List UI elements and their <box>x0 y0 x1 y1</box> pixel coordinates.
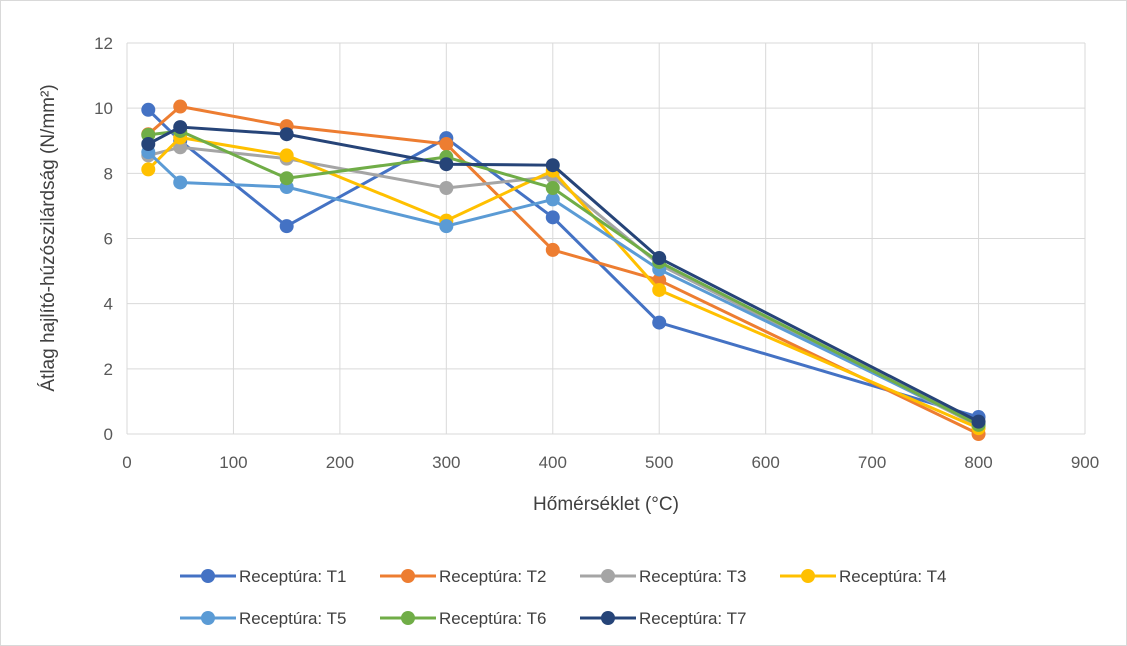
legend-marker <box>601 611 615 625</box>
legend-item: Receptúra: T2 <box>380 567 546 586</box>
data-point <box>279 148 294 163</box>
x-tick-label: 700 <box>858 453 886 472</box>
legend-label: Receptúra: T4 <box>839 567 946 586</box>
series-6 <box>141 123 986 432</box>
y-tick-label: 0 <box>104 425 113 444</box>
data-point <box>173 120 188 135</box>
data-point <box>545 242 560 257</box>
x-tick-label: 100 <box>219 453 247 472</box>
x-tick-label: 300 <box>432 453 460 472</box>
x-tick-label: 900 <box>1071 453 1099 472</box>
y-tick-label: 8 <box>104 164 113 183</box>
series-line <box>147 135 980 430</box>
legend-label: Receptúra: T6 <box>439 609 546 628</box>
data-point <box>545 210 560 225</box>
legend-label: Receptúra: T5 <box>239 609 346 628</box>
x-tick-label: 800 <box>964 453 992 472</box>
legend-label: Receptúra: T1 <box>239 567 346 586</box>
data-point <box>173 99 188 114</box>
legend-item: Receptúra: T7 <box>580 609 746 628</box>
data-point <box>141 162 156 177</box>
data-point <box>173 140 188 155</box>
gridlines <box>126 42 1086 435</box>
legend-marker <box>401 569 415 583</box>
data-point <box>141 137 156 152</box>
data-point <box>279 219 294 234</box>
data-point <box>141 102 156 117</box>
data-point <box>545 192 560 207</box>
y-tick-label: 4 <box>104 295 113 314</box>
data-point <box>439 219 454 234</box>
legend: Receptúra: T1 Receptúra: T2 Receptúra: T3 R… <box>180 567 946 628</box>
y-tick-labels: 0 2 4 6 8 10 12 <box>94 34 113 444</box>
data-point <box>279 127 294 142</box>
x-tick-label: 500 <box>645 453 673 472</box>
legend-item: Receptúra: T6 <box>380 609 546 628</box>
data-point <box>652 273 667 288</box>
legend-item: Receptúra: T5 <box>180 609 346 628</box>
x-tick-label: 400 <box>539 453 567 472</box>
legend-marker <box>601 569 615 583</box>
data-point <box>279 171 294 186</box>
data-point <box>439 180 454 195</box>
data-point <box>652 282 667 297</box>
x-tick-labels: 0 100 200 300 400 500 600 700 800 900 <box>122 453 1099 472</box>
legend-item: Receptúra: T1 <box>180 567 346 586</box>
data-point <box>971 414 986 429</box>
data-point <box>439 157 454 172</box>
legend-marker <box>201 569 215 583</box>
x-tick-label: 600 <box>751 453 779 472</box>
y-tick-label: 12 <box>94 34 113 53</box>
data-point <box>545 158 560 173</box>
series-line <box>147 145 980 428</box>
series-line <box>147 151 980 426</box>
y-tick-label: 10 <box>94 99 113 118</box>
data-point <box>652 315 667 330</box>
legend-marker <box>401 611 415 625</box>
legend-marker <box>801 569 815 583</box>
data-point <box>173 175 188 190</box>
y-axis-title: Átlag hajlító-húzószilárdság (N/mm²) <box>38 84 59 391</box>
series-group <box>141 99 986 441</box>
series-7 <box>141 120 986 429</box>
data-point <box>545 180 560 195</box>
y-tick-label: 6 <box>104 230 113 249</box>
legend-item: Receptúra: T3 <box>580 567 746 586</box>
y-tick-label: 2 <box>104 360 113 379</box>
x-tick-label: 200 <box>326 453 354 472</box>
series-5 <box>141 145 986 432</box>
series-line <box>147 105 980 436</box>
legend-label: Receptúra: T7 <box>639 609 746 628</box>
legend-label: Receptúra: T3 <box>639 567 746 586</box>
data-point <box>439 137 454 152</box>
x-axis-title: Hőmérséklet (°C) <box>533 494 679 515</box>
data-point <box>652 251 667 266</box>
legend-item: Receptúra: T4 <box>780 567 946 586</box>
legend-marker <box>201 611 215 625</box>
x-tick-label: 0 <box>122 453 131 472</box>
legend-label: Receptúra: T2 <box>439 567 546 586</box>
